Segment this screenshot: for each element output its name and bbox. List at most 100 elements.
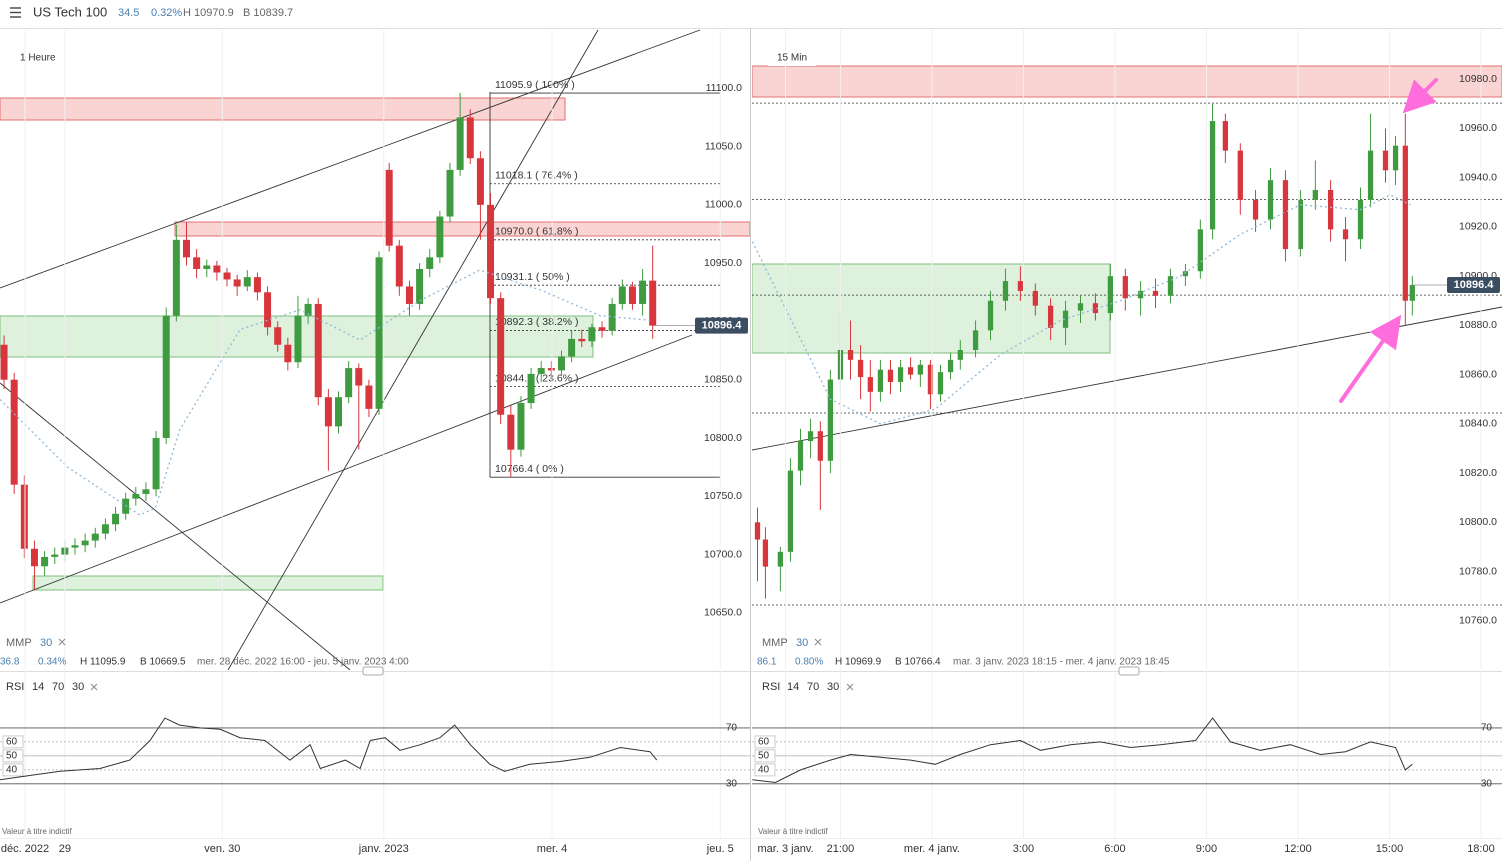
x-tick-label: mer. 4 janv. bbox=[904, 843, 960, 855]
candle-body bbox=[152, 438, 160, 490]
candle-body bbox=[1182, 271, 1189, 277]
rsi-tick-label: 60 bbox=[758, 737, 770, 748]
candle-body bbox=[797, 441, 804, 471]
candle-body bbox=[947, 359, 954, 373]
x-tick-label: 3:00 bbox=[1013, 843, 1034, 855]
y-tick-label: 10880.0 bbox=[1459, 319, 1497, 331]
info-change-pct: 0.34% bbox=[38, 657, 66, 668]
candle-body bbox=[0, 344, 8, 380]
rsi-tick-box bbox=[2, 749, 24, 763]
rsi-level: 70 bbox=[807, 681, 819, 693]
candle-body bbox=[243, 277, 251, 287]
candle-body bbox=[867, 377, 873, 392]
rsi-line bbox=[0, 717, 658, 781]
fib-label: 11018.1 ( 76.4% ) bbox=[495, 170, 578, 182]
y-tick-label: 10940.0 bbox=[1459, 171, 1497, 183]
candle-body bbox=[274, 327, 282, 345]
candle-body bbox=[81, 540, 89, 546]
candle-body bbox=[497, 298, 505, 415]
x-tick-label: 29 bbox=[59, 843, 71, 855]
menu-icon[interactable] bbox=[10, 7, 21, 18]
candle-body bbox=[754, 522, 761, 540]
candle-body bbox=[1047, 305, 1054, 328]
candle-body bbox=[1237, 150, 1243, 200]
candle-body bbox=[847, 350, 854, 360]
close-icon[interactable] bbox=[814, 638, 822, 646]
rsi-period: 14 bbox=[32, 681, 44, 693]
resize-handle[interactable] bbox=[1118, 666, 1140, 676]
candle-body bbox=[557, 356, 565, 371]
y-tick-label: 10920.0 bbox=[1459, 221, 1497, 233]
high: H 10970.9 bbox=[183, 7, 234, 19]
last-price-tag bbox=[1447, 277, 1500, 294]
y-tick-label: 10950.0 bbox=[704, 257, 742, 269]
rsi-tick-label: 50 bbox=[6, 751, 18, 762]
candle-body bbox=[1107, 276, 1114, 314]
candle-body bbox=[476, 158, 484, 205]
candle-body bbox=[172, 239, 180, 316]
candle-body bbox=[51, 554, 59, 557]
y-tick-label: 10820.0 bbox=[1459, 467, 1497, 479]
rsi-name: RSI bbox=[6, 681, 24, 693]
info-change-pct: 0.80% bbox=[795, 657, 823, 668]
x-tick-label: 18:00 bbox=[1467, 843, 1495, 855]
candle-body bbox=[10, 379, 18, 485]
y-tick-label: 10860.0 bbox=[1459, 368, 1497, 380]
candle-body bbox=[264, 292, 272, 328]
close-icon[interactable] bbox=[90, 683, 98, 691]
footnote: Valeur à titre indictif bbox=[758, 827, 828, 836]
ma-name: MMP bbox=[6, 637, 32, 649]
resistance-zone bbox=[0, 97, 566, 121]
candle-body bbox=[132, 493, 140, 499]
candle-body bbox=[1342, 229, 1349, 240]
candle-body bbox=[762, 539, 769, 567]
timeframe-label: 15 Min bbox=[777, 53, 807, 64]
rsi-period: 14 bbox=[787, 681, 799, 693]
ma-name: MMP bbox=[762, 637, 788, 649]
candle-body bbox=[1002, 281, 1009, 301]
last-price-label: 10896.4 bbox=[702, 320, 743, 332]
candle-body bbox=[1197, 229, 1203, 272]
candle-body bbox=[547, 368, 555, 371]
candle-body bbox=[1077, 303, 1084, 311]
drawings-left bbox=[0, 29, 750, 670]
close-icon[interactable] bbox=[846, 683, 854, 691]
rsi-level: 30 bbox=[827, 681, 839, 693]
candle-body bbox=[365, 385, 373, 409]
candle-body bbox=[294, 315, 302, 363]
footnote: Valeur à titre indictif bbox=[2, 827, 72, 836]
fib-label: 10844.2 ( 23.6% ) bbox=[495, 372, 578, 384]
candle-body bbox=[162, 315, 170, 439]
candle-body bbox=[1032, 290, 1038, 306]
fib-label: 10970.0 ( 61.8% ) bbox=[495, 226, 578, 238]
candle-body bbox=[456, 117, 464, 170]
candle-body bbox=[907, 367, 914, 375]
y-tick-label: 10960.0 bbox=[1459, 122, 1497, 134]
resize-handle[interactable] bbox=[362, 666, 384, 676]
candle-body bbox=[608, 303, 616, 331]
candle-body bbox=[917, 364, 923, 375]
moving-average bbox=[0, 269, 651, 516]
candle-body bbox=[1152, 290, 1159, 296]
support-zone bbox=[752, 263, 1111, 354]
x-tick-label: 12:00 bbox=[1284, 843, 1312, 855]
candle-body bbox=[91, 533, 99, 541]
candle-body bbox=[1092, 303, 1099, 314]
candle-body bbox=[568, 338, 576, 357]
change-pct: 0.32% bbox=[151, 7, 182, 19]
rsi-tick-label: 40 bbox=[758, 765, 770, 776]
candle-body bbox=[487, 204, 495, 299]
chart-panel: 11095.9 ( 100% ) 11018.1 ( 76.4% ) 10970.0… bbox=[0, 79, 720, 590]
close-icon[interactable] bbox=[58, 638, 66, 646]
chart-panel bbox=[752, 102, 1502, 606]
candle-body bbox=[395, 245, 403, 287]
candle-body bbox=[193, 257, 201, 269]
last-price-tag bbox=[695, 317, 748, 334]
ma-period: 30 bbox=[796, 637, 808, 649]
candle-body bbox=[1209, 121, 1216, 230]
rsi-tick-box bbox=[754, 735, 776, 749]
rsi-tick-label: 40 bbox=[6, 765, 18, 776]
candle-body bbox=[1282, 180, 1289, 250]
candle-body bbox=[20, 484, 28, 549]
